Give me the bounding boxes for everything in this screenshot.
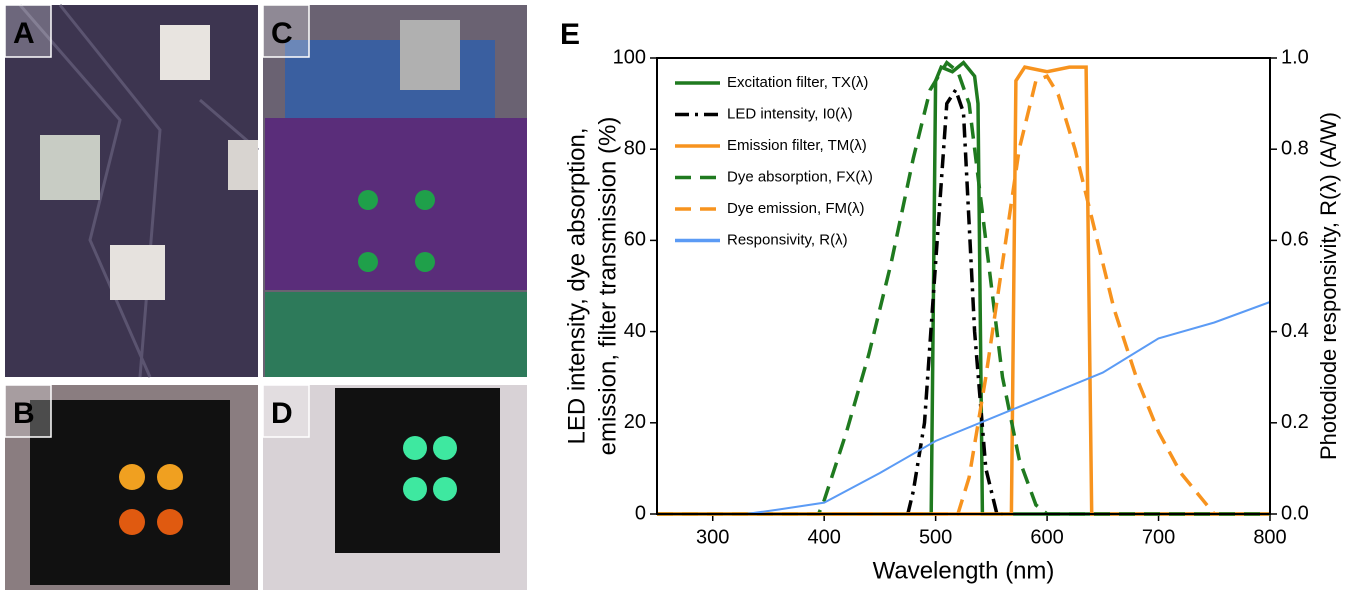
- panel-label: E: [560, 18, 580, 51]
- led-spot: [433, 477, 457, 501]
- panel-label: D: [271, 397, 293, 430]
- x-tick-label: 400: [807, 526, 840, 548]
- y-tick-label: 20: [624, 411, 646, 433]
- panel-label: C: [271, 17, 293, 50]
- led-spot: [119, 464, 145, 490]
- y2-tick-label: 1.0: [1281, 46, 1309, 68]
- legend-label: Dye emission, FM(λ): [727, 200, 865, 217]
- x-tick-label: 500: [919, 526, 952, 548]
- series-line: [908, 90, 1003, 514]
- panel-label: A: [13, 17, 35, 50]
- legend-label: Emission filter, TM(λ): [727, 137, 867, 154]
- led: [415, 252, 435, 272]
- legend-label: Dye absorption, FX(λ): [727, 168, 873, 185]
- x-tick-label: 600: [1030, 526, 1063, 548]
- block: [335, 388, 500, 553]
- figure: A B C D E 300 400 500 600 700 800 0 20 40 60 80 100 0.0 0.…: [0, 0, 1347, 597]
- panel-label: B: [13, 397, 35, 430]
- page: A B C D E 300 400 500 600 700 800 0 20 40 60 80 100 0.0 0.…: [0, 0, 1347, 602]
- block: [30, 400, 230, 585]
- pcb: [265, 118, 527, 290]
- x-tick-label: 300: [696, 526, 729, 548]
- led-spot: [403, 436, 427, 460]
- y-tick-label: 80: [624, 137, 646, 159]
- led-spot: [157, 464, 183, 490]
- y-axis-label: emission, filter transmission (%): [594, 117, 621, 456]
- y2-tick-label: 0.4: [1281, 320, 1309, 342]
- led: [358, 190, 378, 210]
- led-spot: [157, 509, 183, 535]
- usb: [400, 20, 460, 90]
- y2-tick-label: 0.6: [1281, 229, 1309, 251]
- led: [160, 25, 210, 80]
- led: [40, 135, 100, 200]
- board: [285, 40, 495, 120]
- y2-tick-label: 0.0: [1281, 502, 1309, 524]
- y2-tick-label: 0.8: [1281, 137, 1309, 159]
- y-tick-label: 100: [613, 46, 646, 68]
- y-axis-label: LED intensity, dye absorption,: [563, 127, 590, 444]
- y-tick-label: 0: [635, 502, 646, 524]
- led-spot: [403, 477, 427, 501]
- x-tick-label: 700: [1142, 526, 1175, 548]
- y2-axis-label: Photodiode responsivity, R(λ) (A/W): [1316, 112, 1341, 460]
- y-tick-label: 60: [624, 229, 646, 251]
- led: [358, 252, 378, 272]
- led: [228, 140, 258, 190]
- ruler: [265, 292, 527, 377]
- legend-label: Excitation filter, TX(λ): [727, 74, 868, 91]
- x-axis-label: Wavelength (nm): [873, 557, 1055, 584]
- x-tick-label: 800: [1253, 526, 1286, 548]
- y-tick-label: 40: [624, 320, 646, 342]
- led-spot: [119, 509, 145, 535]
- led-spot: [433, 436, 457, 460]
- legend-label: Responsivity, R(λ): [727, 231, 848, 248]
- led: [415, 190, 435, 210]
- y2-tick-label: 0.2: [1281, 411, 1309, 433]
- led: [110, 245, 165, 300]
- legend-label: LED intensity, I0(λ): [727, 105, 853, 122]
